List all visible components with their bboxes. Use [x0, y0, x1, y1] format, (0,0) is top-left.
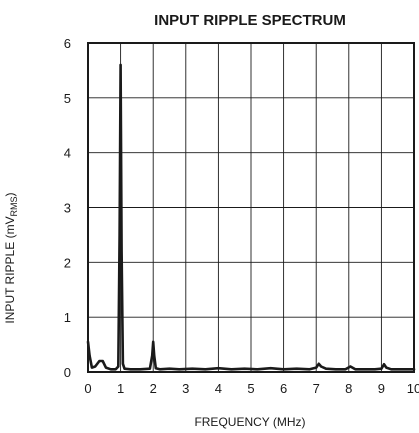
trace-group [86, 63, 416, 371]
series-line-0 [86, 63, 416, 371]
y-axis-label-close: ) [3, 192, 17, 196]
y-tick-label-3: 3 [64, 201, 71, 216]
chart-title: INPUT RIPPLE SPECTRUM [154, 12, 346, 29]
x-tick-label-9: 9 [378, 381, 385, 396]
x-tick-label-7: 7 [313, 381, 320, 396]
x-tick-label-0: 0 [84, 381, 91, 396]
x-tick-label-10: 10 [407, 381, 419, 396]
y-tick-label-6: 6 [64, 36, 71, 51]
y-tick-label-2: 2 [64, 255, 71, 270]
x-tick-label-3: 3 [182, 381, 189, 396]
plot-frame [87, 42, 415, 373]
y-tick-label-1: 1 [64, 310, 71, 325]
x-tick-label-4: 4 [215, 381, 222, 396]
x-tick-label-8: 8 [345, 381, 352, 396]
x-tick-label-6: 6 [280, 381, 287, 396]
x-tick-label-2: 2 [150, 381, 157, 396]
y-tick-label-4: 4 [64, 146, 71, 161]
x-tick-label-1: 1 [117, 381, 124, 396]
x-tick-labels: 0 1 2 3 4 5 6 7 8 9 10 [84, 381, 419, 396]
y-axis-label-subscript: RMS [9, 196, 19, 216]
x-tick-label-5: 5 [247, 381, 254, 396]
y-axis-label-main: INPUT RIPPLE (mV [3, 216, 17, 323]
y-tick-label-0: 0 [64, 365, 71, 380]
x-axis-label: FREQUENCY (MHz) [194, 415, 305, 429]
y-axis-label: INPUT RIPPLE (mVRMS) [3, 192, 19, 323]
y-tick-label-5: 5 [64, 91, 71, 106]
grid [88, 43, 414, 372]
y-tick-labels: 0 1 2 3 4 5 6 [64, 36, 71, 380]
